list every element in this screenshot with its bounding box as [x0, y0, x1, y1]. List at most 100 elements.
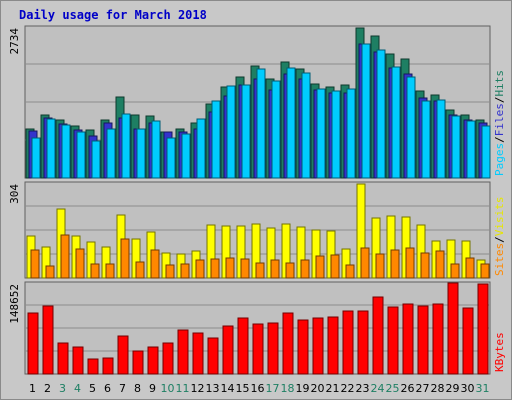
bar-pages-4 [76, 131, 86, 179]
bar-pages-27 [421, 100, 431, 179]
xtick-11: 11 [176, 382, 190, 395]
bar-kbytes-10 [162, 342, 174, 375]
bar-kbytes-5 [87, 358, 99, 375]
bar-sites-5 [90, 263, 100, 279]
xtick-4: 4 [74, 382, 81, 395]
bar-sites-9 [150, 249, 160, 279]
bar-pages-26 [406, 76, 416, 179]
bar-sites-13 [210, 258, 220, 279]
bar-sites-20 [315, 255, 325, 279]
bar-sites-18 [285, 262, 295, 279]
bar-kbytes-12 [192, 332, 204, 375]
bar-sites-22 [345, 264, 355, 279]
bar-sites-24 [375, 253, 385, 279]
bar-kbytes-20 [312, 317, 324, 375]
legend-entry: / [493, 236, 506, 243]
bar-pages-2 [46, 118, 56, 179]
bar-sites-3 [60, 234, 70, 279]
bar-kbytes-14 [222, 325, 234, 375]
bar-sites-8 [135, 261, 145, 279]
bar-pages-23 [361, 43, 371, 179]
bar-sites-1 [30, 249, 40, 279]
bar-pages-15 [241, 84, 251, 179]
bar-sites-10 [165, 264, 175, 279]
xtick-20: 20 [311, 382, 325, 395]
xtick-18: 18 [281, 382, 295, 395]
xtick-1: 1 [29, 382, 36, 395]
bar-kbytes-27 [417, 305, 429, 375]
xtick-7: 7 [119, 382, 126, 395]
xtick-30: 30 [461, 382, 475, 395]
legend-entry: / [493, 97, 506, 104]
bar-pages-28 [436, 99, 446, 179]
bar-kbytes-3 [57, 342, 69, 375]
bar-kbytes-15 [237, 317, 249, 375]
xtick-5: 5 [89, 382, 96, 395]
bar-kbytes-30 [462, 307, 474, 375]
bar-kbytes-1 [27, 312, 39, 375]
bar-kbytes-31 [477, 283, 489, 375]
bar-sites-28 [435, 250, 445, 279]
bar-pages-25 [391, 66, 401, 179]
bar-sites-11 [180, 263, 190, 279]
bar-sites-30 [465, 257, 475, 279]
bar-pages-20 [316, 88, 326, 179]
xtick-22: 22 [341, 382, 355, 395]
bar-pages-29 [451, 115, 461, 179]
chart-title: Daily usage for March 2018 [19, 8, 207, 22]
bar-kbytes-21 [327, 316, 339, 375]
bar-pages-8 [136, 128, 146, 179]
bar-pages-7 [121, 113, 131, 179]
bar-kbytes-7 [117, 335, 129, 375]
ylabel-kbytes: 148652 [8, 284, 21, 324]
xtick-2: 2 [44, 382, 51, 395]
legend-hits: Pages/Files/Hits [493, 70, 506, 176]
xtick-9: 9 [149, 382, 156, 395]
bar-pages-11 [181, 133, 191, 179]
bar-pages-31 [481, 125, 491, 179]
legend-entry: Visits [493, 197, 506, 237]
bar-sites-31 [480, 263, 490, 279]
bar-pages-24 [376, 49, 386, 179]
ylabel-hits: 2734 [8, 28, 21, 55]
bar-kbytes-22 [342, 310, 354, 375]
bar-kbytes-26 [402, 303, 414, 375]
xtick-21: 21 [326, 382, 340, 395]
xtick-8: 8 [134, 382, 141, 395]
bar-kbytes-25 [387, 306, 399, 375]
legend-entry: / [493, 136, 506, 143]
bar-sites-15 [240, 258, 250, 279]
bar-kbytes-16 [252, 323, 264, 375]
xtick-31: 31 [476, 382, 490, 395]
ylabel-visits: 304 [8, 184, 21, 204]
xtick-17: 17 [266, 382, 280, 395]
xtick-6: 6 [104, 382, 111, 395]
xtick-26: 26 [401, 382, 415, 395]
xtick-23: 23 [356, 382, 370, 395]
legend-entry: Pages [493, 143, 506, 176]
legend-entry: KBytes [493, 332, 506, 372]
bar-kbytes-2 [42, 305, 54, 375]
bar-pages-18 [286, 67, 296, 179]
bar-pages-13 [211, 100, 221, 179]
bar-kbytes-9 [147, 346, 159, 375]
legend-kbytes: KBytes [493, 332, 506, 372]
xtick-25: 25 [386, 382, 400, 395]
bar-sites-23 [360, 247, 370, 279]
bar-kbytes-19 [297, 319, 309, 375]
legend-visits: Sites/Visits [493, 197, 506, 277]
bar-sites-4 [75, 248, 85, 279]
bar-sites-26 [405, 247, 415, 279]
bar-pages-19 [301, 72, 311, 179]
bar-pages-5 [91, 140, 101, 179]
bar-kbytes-29 [447, 282, 459, 375]
bar-sites-25 [390, 249, 400, 279]
bar-pages-9 [151, 120, 161, 179]
bar-kbytes-28 [432, 303, 444, 375]
bar-pages-21 [331, 90, 341, 179]
bar-pages-12 [196, 118, 206, 179]
bar-sites-12 [195, 259, 205, 279]
bar-pages-10 [166, 137, 176, 179]
bar-pages-3 [61, 124, 71, 179]
